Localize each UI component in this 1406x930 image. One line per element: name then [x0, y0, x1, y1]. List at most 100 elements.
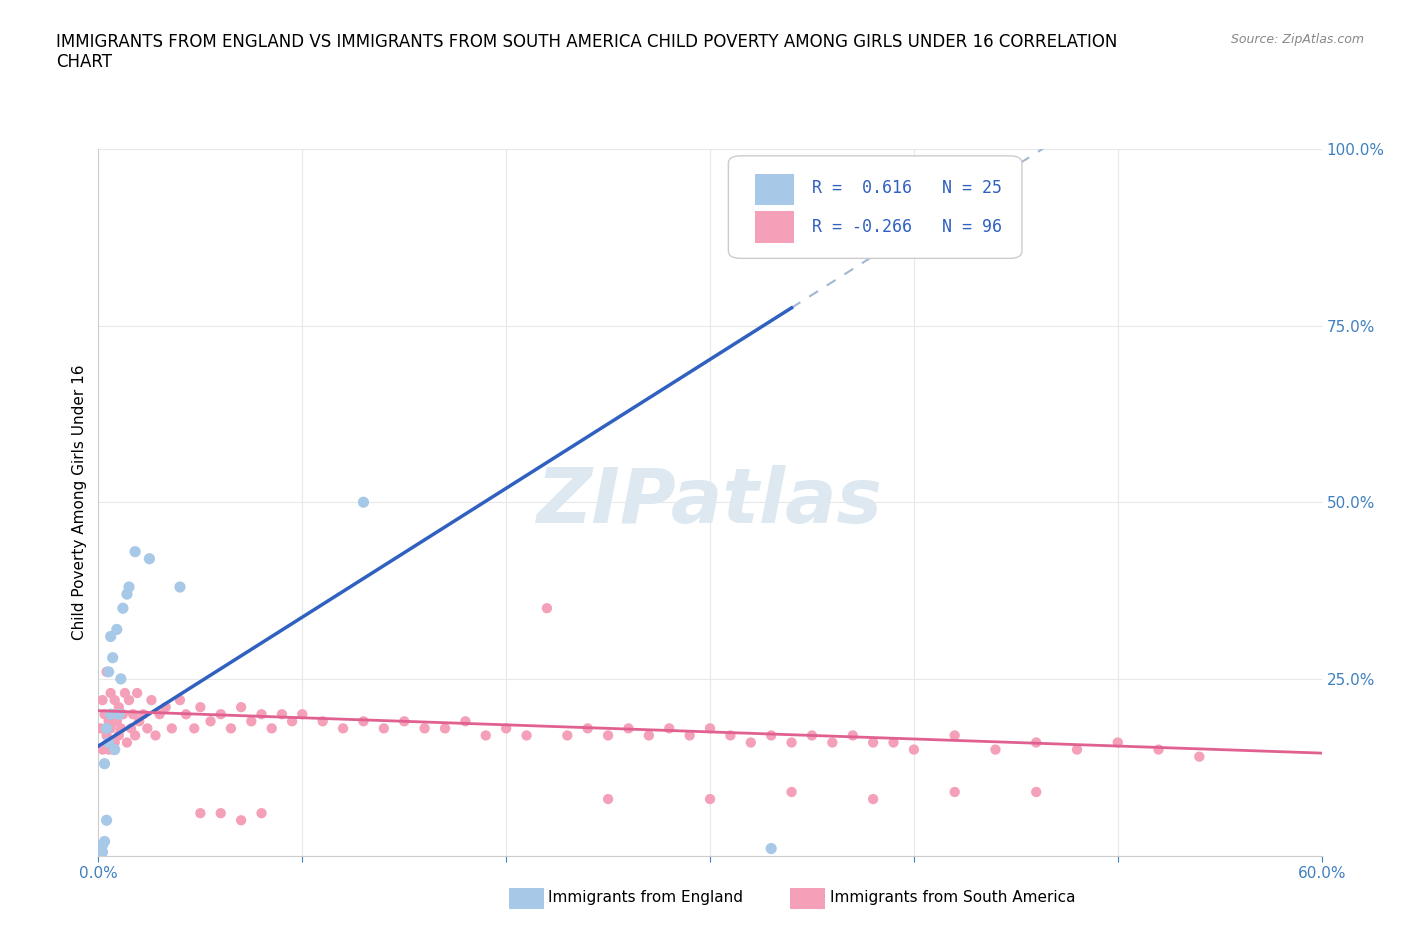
Point	[1188, 750, 1211, 764]
Point	[101, 707, 124, 722]
Point	[332, 721, 354, 736]
Point	[373, 721, 395, 736]
Point	[97, 735, 120, 750]
Point	[101, 650, 124, 665]
Point	[1025, 735, 1047, 750]
Point	[124, 728, 146, 743]
Point	[149, 707, 172, 722]
Point	[89, 841, 111, 856]
Point	[516, 728, 538, 743]
Point	[984, 742, 1007, 757]
Point	[93, 834, 115, 849]
Point	[780, 735, 803, 750]
Point	[141, 693, 163, 708]
Point	[93, 756, 115, 771]
Point	[136, 721, 159, 736]
Point	[97, 664, 120, 679]
Point	[100, 685, 122, 700]
Point	[260, 721, 283, 736]
Point	[138, 551, 160, 566]
Bar	[755, 211, 794, 243]
Point	[576, 721, 599, 736]
Point	[200, 714, 222, 729]
Point	[91, 838, 114, 853]
Point	[718, 728, 742, 743]
Point	[598, 728, 620, 743]
Point	[740, 735, 762, 750]
Text: Source: ZipAtlas.com: Source: ZipAtlas.com	[1230, 33, 1364, 46]
Bar	[755, 174, 794, 206]
Point	[96, 721, 118, 736]
Point	[124, 544, 146, 559]
Point	[495, 721, 517, 736]
Point	[1147, 742, 1170, 757]
Point	[291, 707, 314, 722]
Point	[679, 728, 702, 743]
Point	[862, 791, 884, 806]
Point	[699, 721, 721, 736]
Point	[122, 707, 145, 722]
Point	[96, 728, 118, 743]
Point	[91, 844, 114, 859]
Point	[97, 742, 120, 757]
Text: Immigrants from England: Immigrants from England	[548, 890, 744, 905]
Point	[555, 728, 579, 743]
Point	[97, 714, 120, 729]
Text: ZIPatlas: ZIPatlas	[537, 465, 883, 539]
Point	[250, 805, 273, 820]
Point	[1107, 735, 1129, 750]
Point	[883, 735, 905, 750]
Point	[209, 805, 232, 820]
Point	[1066, 742, 1088, 757]
Text: R =  0.616   N = 25: R = 0.616 N = 25	[811, 179, 1001, 197]
Point	[841, 728, 863, 743]
Point	[219, 721, 242, 736]
Point	[392, 714, 416, 729]
Point	[250, 707, 273, 722]
Point	[637, 728, 661, 743]
Point	[352, 495, 374, 510]
Point	[943, 785, 966, 800]
Point	[104, 693, 127, 708]
Point	[209, 707, 232, 722]
Point	[943, 728, 966, 743]
Point	[111, 707, 134, 722]
Point	[91, 693, 114, 708]
Point	[231, 813, 253, 828]
Point	[96, 664, 118, 679]
Point	[101, 742, 124, 757]
Point	[108, 728, 131, 743]
Point	[91, 742, 114, 757]
Point	[104, 742, 127, 757]
Text: Immigrants from South America: Immigrants from South America	[830, 890, 1076, 905]
Point	[104, 735, 127, 750]
Point	[115, 735, 138, 750]
Point	[821, 735, 844, 750]
Point	[454, 714, 477, 729]
Point	[100, 629, 122, 644]
Point	[761, 212, 783, 227]
Point	[270, 707, 294, 722]
Point	[127, 685, 149, 700]
Point	[110, 671, 132, 686]
Point	[761, 728, 783, 743]
Point	[183, 721, 205, 736]
Point	[474, 728, 498, 743]
Point	[145, 728, 167, 743]
Point	[188, 805, 212, 820]
Point	[110, 721, 132, 736]
Point	[598, 791, 620, 806]
Text: IMMIGRANTS FROM ENGLAND VS IMMIGRANTS FROM SOUTH AMERICA CHILD POVERTY AMONG GIR: IMMIGRANTS FROM ENGLAND VS IMMIGRANTS FR…	[56, 33, 1118, 50]
FancyBboxPatch shape	[728, 156, 1022, 259]
Point	[93, 756, 115, 771]
Point	[352, 714, 374, 729]
Point	[903, 742, 925, 757]
Point	[93, 707, 115, 722]
Point	[155, 699, 177, 714]
Point	[240, 714, 263, 729]
Point	[413, 721, 436, 736]
Point	[120, 721, 142, 736]
Point	[281, 714, 304, 729]
Point	[111, 601, 134, 616]
Point	[780, 785, 803, 800]
